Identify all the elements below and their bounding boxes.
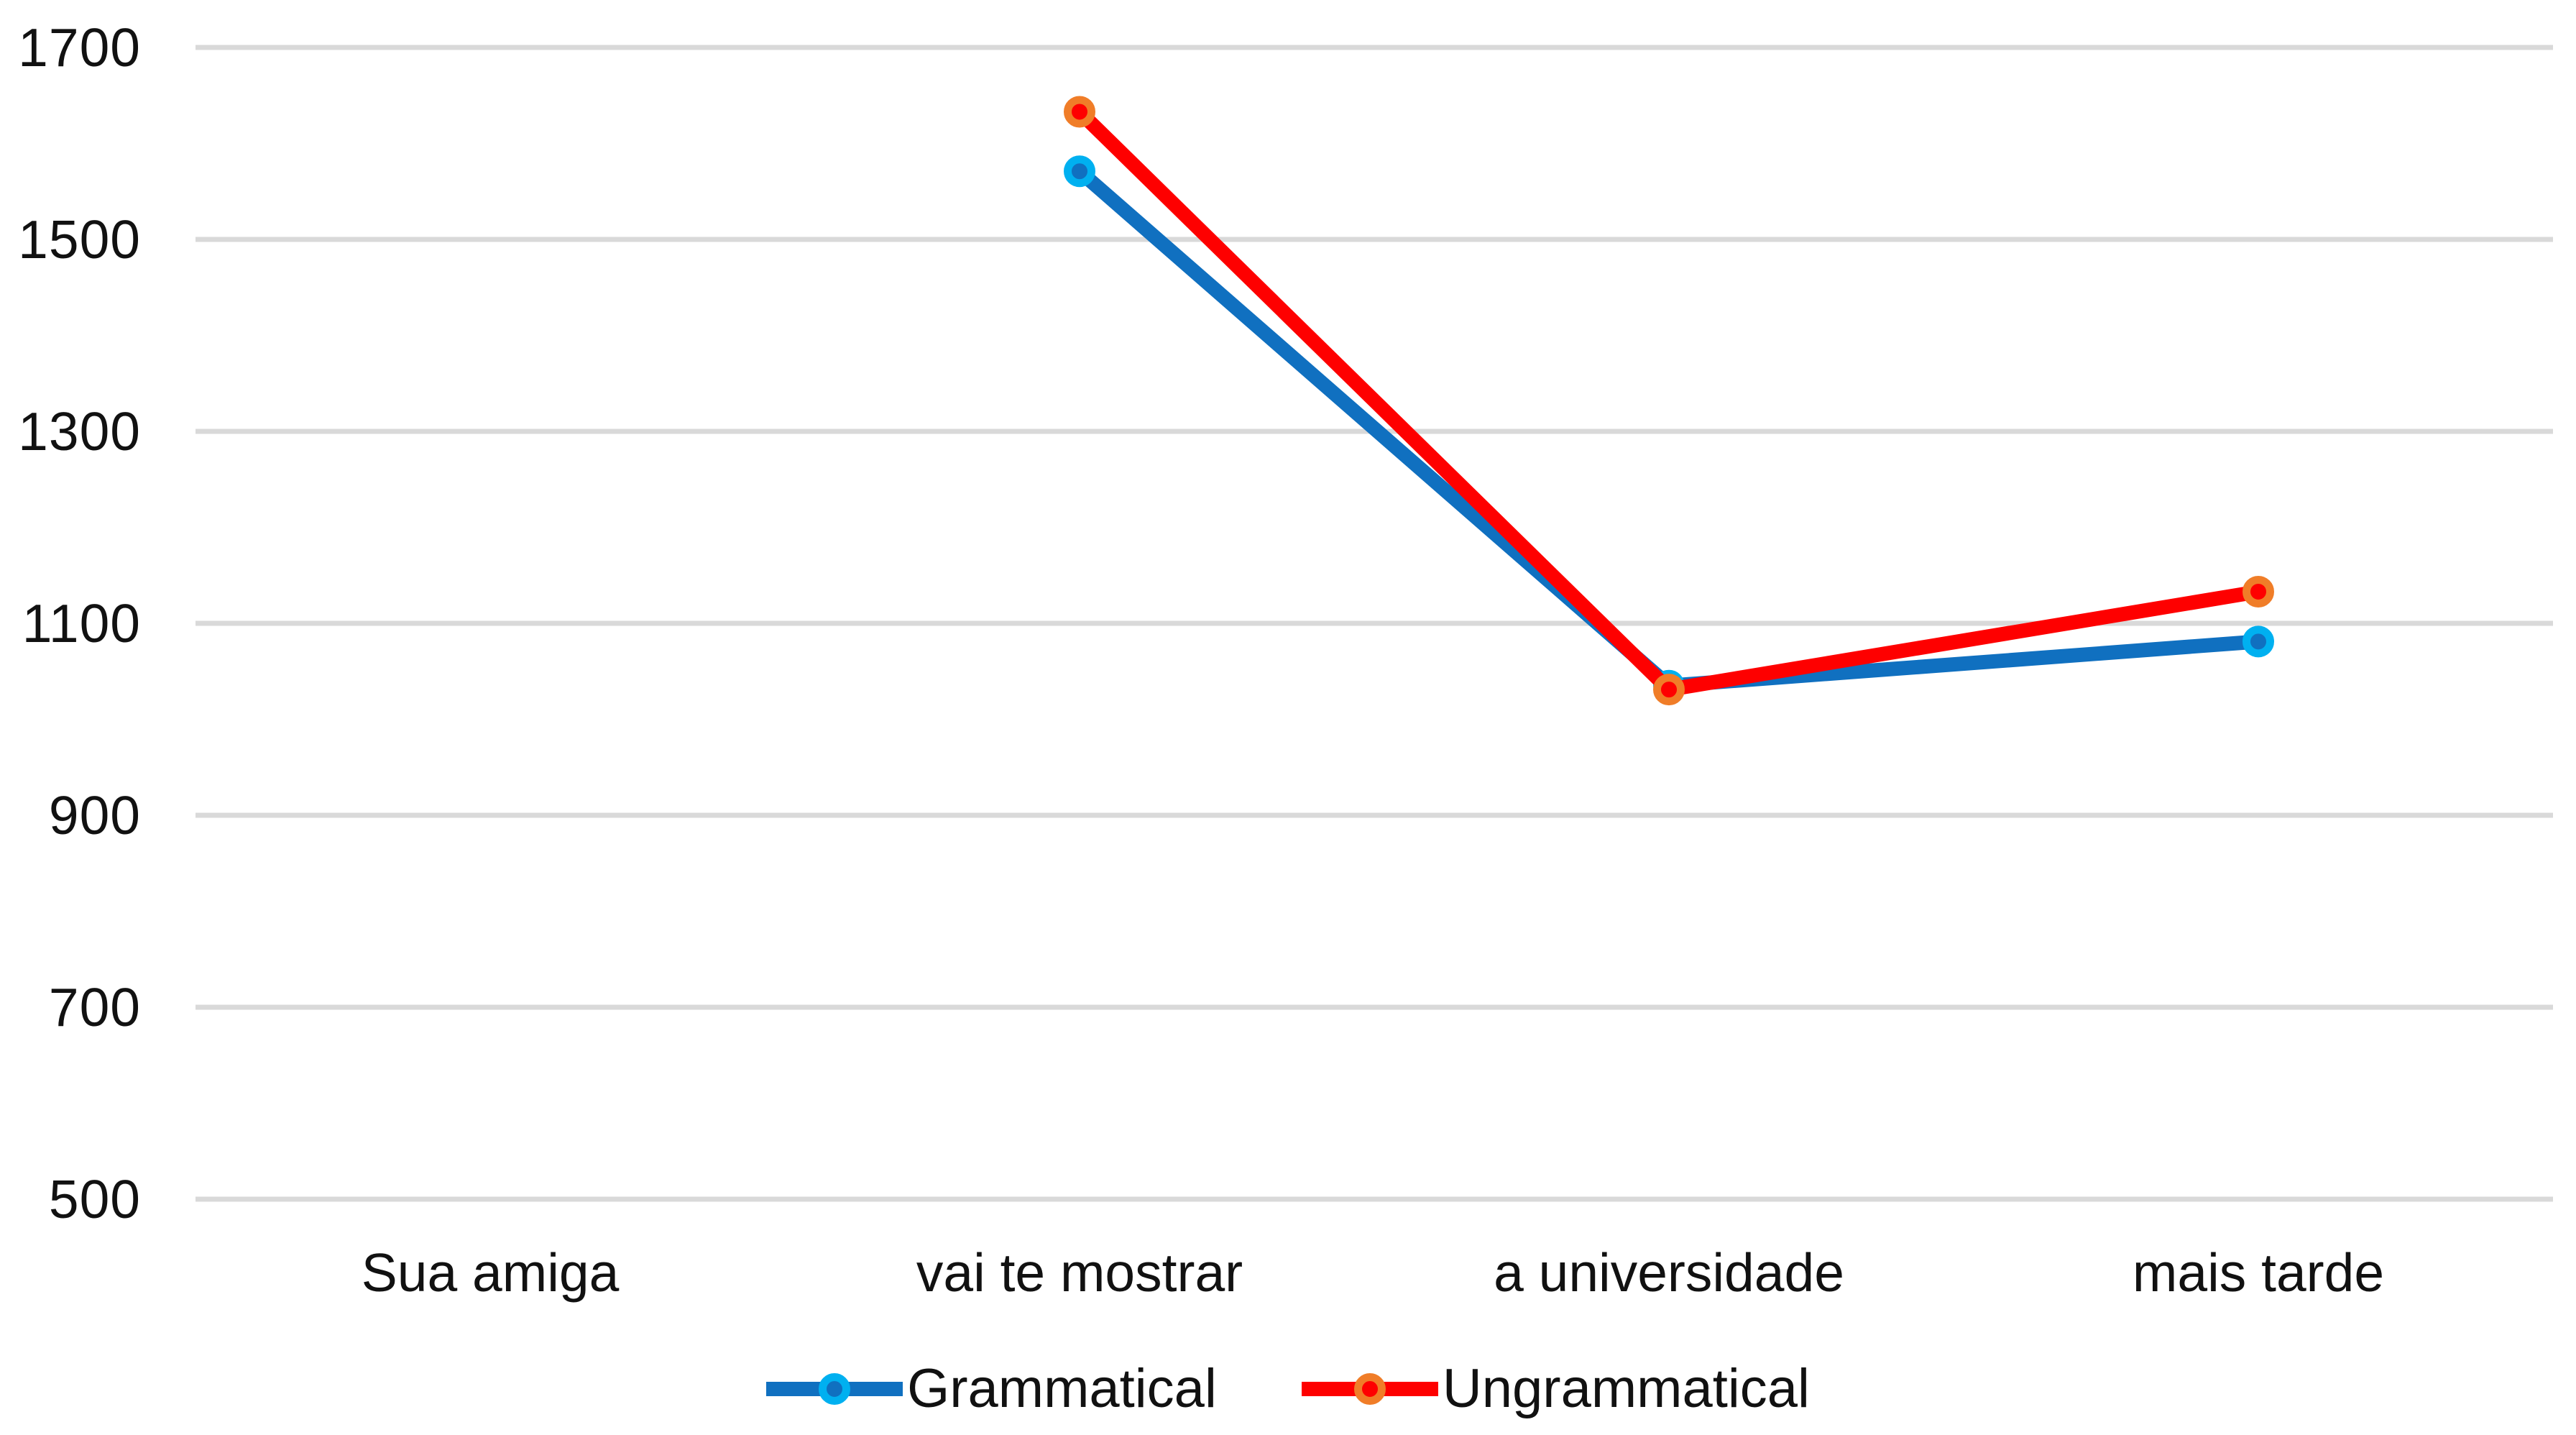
legend-item-ungrammatical: Ungrammatical	[1301, 1357, 1810, 1420]
grammatical-line-marker-icon	[766, 1372, 903, 1405]
ungrammatical-line-marker-icon	[1301, 1372, 1438, 1405]
legend-label: Grammatical	[907, 1358, 1217, 1419]
y-tick-label: 1300	[18, 401, 141, 462]
legend: Grammatical Ungrammatical	[0, 1357, 2576, 1420]
data-point-marker-grammatical	[1064, 155, 1095, 188]
y-tick-label: 900	[48, 785, 141, 845]
y-tick-label: 1500	[18, 209, 141, 270]
legend-label: Ungrammatical	[1442, 1358, 1810, 1419]
data-point-marker-ungrammatical	[1653, 674, 1685, 706]
series-line-ungrammatical	[1072, 104, 2266, 697]
data-point-marker-ungrammatical	[2242, 575, 2274, 608]
y-tick-label: 700	[48, 977, 141, 1037]
x-category-label: a universidade	[1494, 1242, 1844, 1303]
data-point-marker-ungrammatical	[1064, 96, 1095, 128]
y-tick-label: 1700	[18, 17, 141, 78]
y-tick-label: 500	[48, 1169, 141, 1229]
legend-item-grammatical: Grammatical	[766, 1357, 1217, 1420]
x-category-label: vai te mostrar	[916, 1242, 1243, 1303]
data-point-marker-grammatical	[2242, 625, 2274, 658]
y-tick-label: 1100	[22, 593, 141, 654]
x-category-label: Sua amiga	[361, 1242, 620, 1303]
series-line-grammatical	[1072, 164, 2266, 693]
x-category-label: mais tarde	[2132, 1242, 2385, 1303]
